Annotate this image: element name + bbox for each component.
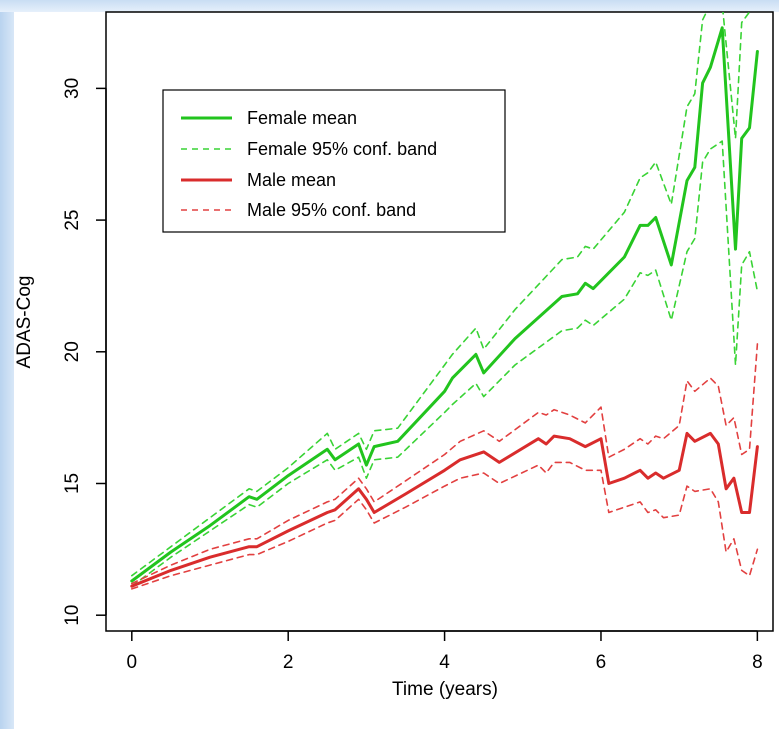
y-axis-label: ADAS-Cog <box>14 276 35 369</box>
legend-label-female-band: Female 95% conf. band <box>247 139 437 159</box>
y-tick-label: 10 <box>62 605 83 626</box>
x-tick-label: 4 <box>439 652 450 673</box>
legend-label-female-mean: Female mean <box>247 108 357 128</box>
y-tick-label: 20 <box>62 341 83 362</box>
x-tick-label: 2 <box>283 652 294 673</box>
x-tick-label: 0 <box>127 652 138 673</box>
series-line-female-95-conf-band-upper <box>131 12 751 577</box>
y-tick-label: 15 <box>62 473 83 494</box>
series-line-male-mean <box>130 431 759 588</box>
series-line-female-mean <box>130 26 759 583</box>
slide-background-top <box>0 0 779 12</box>
legend: Female mean Female 95% conf. band Male m… <box>162 89 506 233</box>
axes-layer: 0 2 4 6 8 10 15 20 25 30 <box>62 78 763 673</box>
x-tick-label: 6 <box>596 652 607 673</box>
y-tick-label: 25 <box>62 210 83 231</box>
series-layer <box>130 12 759 590</box>
series-line-male-95-conf-band-lower <box>131 461 759 590</box>
series-line-female-95-conf-band-lower <box>131 140 759 587</box>
slide-background-left <box>0 0 14 729</box>
legend-label-male-band: Male 95% conf. band <box>247 200 416 220</box>
x-axis-label: Time (years) <box>392 679 498 700</box>
legend-label-male-mean: Male mean <box>247 170 336 190</box>
x-tick-label: 8 <box>752 652 763 673</box>
y-tick-label: 30 <box>62 78 83 99</box>
legend-box <box>162 89 506 233</box>
series-line-male-95-conf-band-upper <box>131 343 759 585</box>
